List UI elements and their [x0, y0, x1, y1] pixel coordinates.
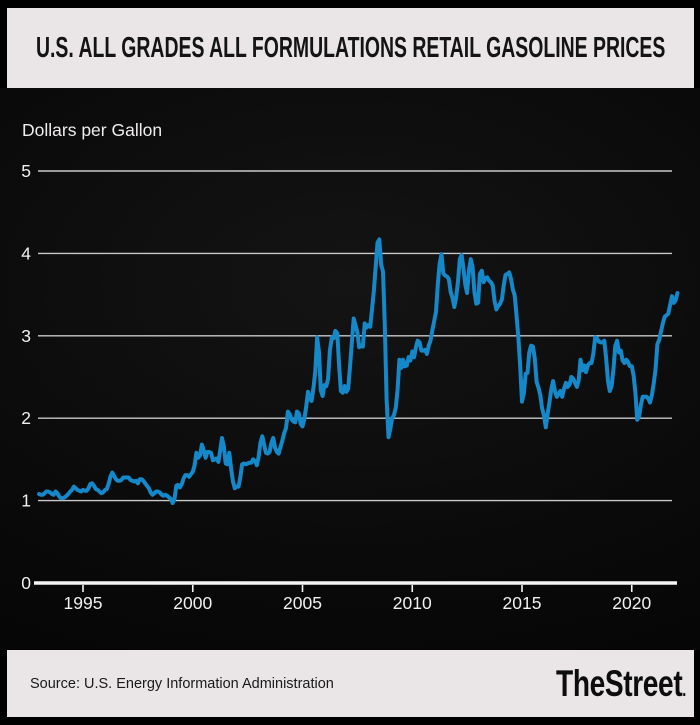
- y-tick-label-2: 2: [21, 408, 31, 428]
- y-axis-unit-label: Dollars per Gallon: [22, 120, 163, 140]
- y-tick-label-1: 1: [21, 491, 31, 511]
- y-tick-label-0: 0: [21, 573, 31, 593]
- thestreet-logo: TheStreet.: [556, 663, 686, 705]
- page-title: U.S. ALL GRADES ALL FORMULATIONS RETAIL …: [35, 31, 666, 64]
- price-line-chart: 1995 2000 2005 2010 2015 2020 0 1 2 3 4 5: [21, 161, 680, 613]
- y-tick-label-5: 5: [21, 161, 31, 181]
- x-tick-label-2005: 2005: [283, 593, 322, 613]
- x-tick-label-2010: 2010: [393, 593, 432, 613]
- thestreet-logo-text: TheStreet: [556, 662, 683, 704]
- thestreet-logo-dot: .: [682, 679, 686, 701]
- x-tick-label-2015: 2015: [503, 593, 542, 613]
- x-tick-label-2000: 2000: [173, 593, 212, 613]
- x-tick-label-1995: 1995: [64, 593, 103, 613]
- header-band: U.S. ALL GRADES ALL FORMULATIONS RETAIL …: [7, 8, 694, 88]
- footer-band: Source: U.S. Energy Information Administ…: [7, 650, 694, 717]
- y-tick-label-4: 4: [21, 243, 31, 263]
- x-tick-label-2020: 2020: [612, 593, 651, 613]
- y-tick-label-3: 3: [21, 326, 31, 346]
- gasoline-price-line: [37, 237, 680, 506]
- chart-area: Dollars per Gallon 1995 2000 2005 2010 2015 2…: [0, 88, 700, 650]
- source-note: Source: U.S. Energy Information Administ…: [30, 675, 334, 692]
